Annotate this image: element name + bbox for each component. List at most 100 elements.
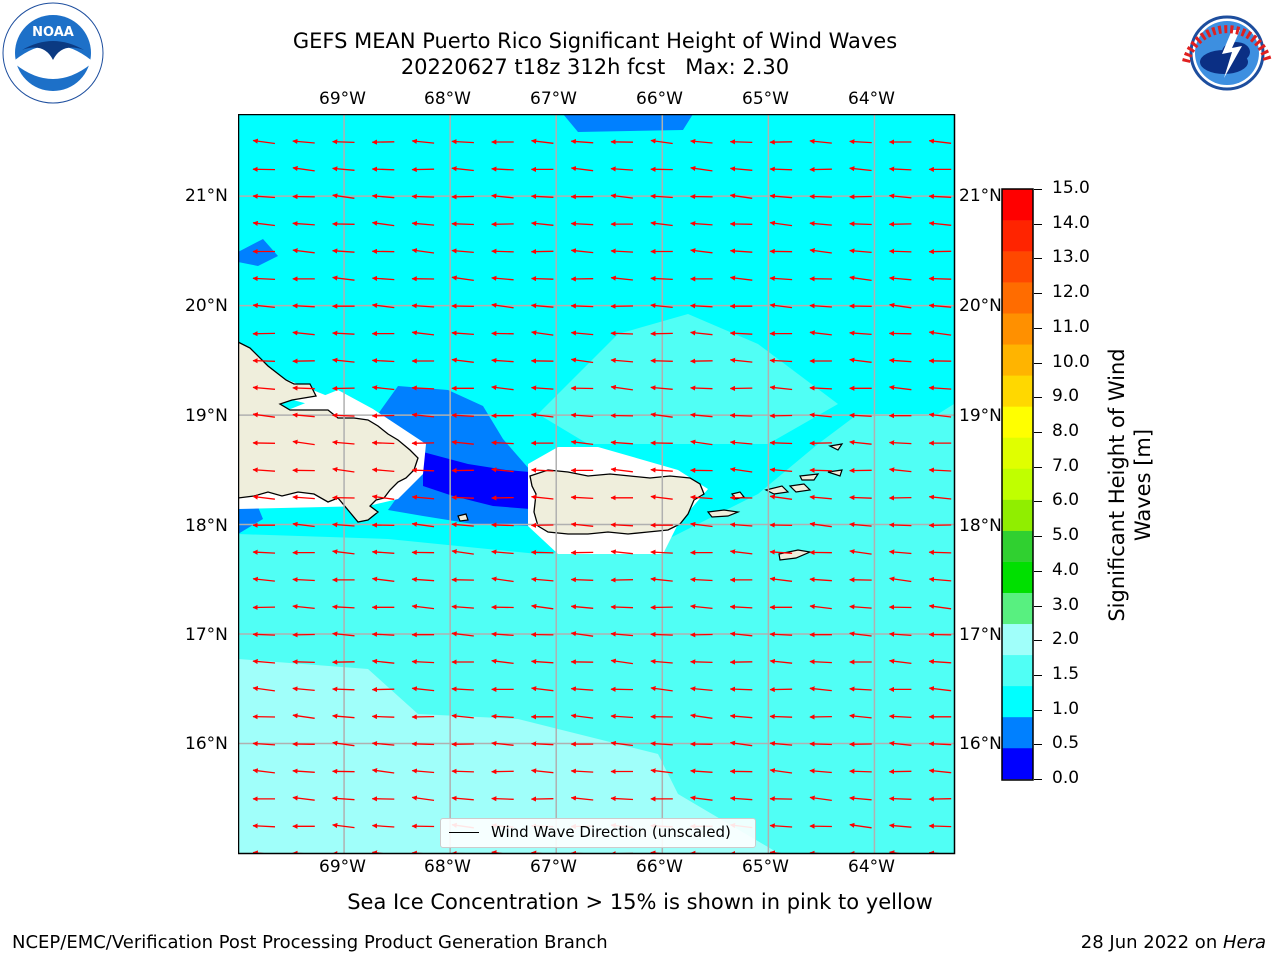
wind-wave-arrow — [729, 522, 753, 528]
wind-wave-arrow — [491, 850, 503, 853]
wind-wave-arrow — [650, 658, 673, 665]
wind-wave-arrow — [411, 467, 435, 473]
wind-wave-arrow — [530, 412, 554, 418]
wind-wave-arrow — [690, 138, 713, 145]
wind-wave-arrow — [849, 713, 872, 719]
wind-wave-arrow — [849, 822, 872, 829]
wind-wave-arrow — [332, 549, 355, 555]
wind-wave-arrow — [809, 686, 832, 692]
wind-wave-arrow — [570, 412, 594, 418]
wind-wave-arrow — [610, 357, 634, 363]
wind-wave-arrow — [690, 330, 713, 336]
lat-label-left-18n: 18°N — [185, 516, 228, 536]
footer-credit: NCEP/EMC/Verification Post Processing Pr… — [12, 932, 608, 953]
wind-wave-arrow — [769, 741, 793, 747]
wind-wave-arrow — [729, 439, 753, 446]
lon-label-bottom-68w: 68°W — [424, 857, 471, 877]
colorbar-segment — [1002, 468, 1033, 500]
colorbar-segment — [1002, 313, 1033, 345]
colorbar-segment — [1002, 344, 1033, 376]
wind-wave-arrow — [531, 603, 554, 610]
wind-wave-arrow — [332, 604, 355, 610]
land-st-john — [788, 483, 812, 493]
wind-wave-arrow — [530, 741, 554, 747]
wind-wave-arrow — [252, 768, 275, 774]
wind-wave-arrow — [690, 494, 713, 500]
wind-wave-arrow — [888, 166, 912, 172]
lat-label-right-21n: 21°N — [959, 186, 1002, 206]
land-hispaniola — [238, 341, 419, 523]
wind-wave-arrow — [769, 220, 793, 227]
wind-wave-arrow — [809, 659, 832, 665]
noaa-logo: NOAA — [2, 2, 104, 104]
wind-wave-arrow — [451, 166, 474, 172]
wind-wave-arrow — [332, 275, 355, 281]
wind-wave-arrow — [371, 166, 395, 172]
colorbar-tick-mark — [1034, 570, 1042, 572]
wind-wave-arrow — [888, 631, 912, 637]
wind-wave-arrow — [371, 467, 395, 473]
wind-wave-arrow — [530, 549, 554, 555]
wind-wave-arrow — [491, 275, 514, 281]
wind-wave-arrow — [530, 686, 554, 692]
wind-wave-arrow — [451, 139, 474, 145]
wind-wave-arrow — [292, 577, 315, 583]
land-tortola — [799, 473, 820, 481]
wind-wave-arrow — [769, 166, 793, 172]
colorbar-tick-mark — [1034, 501, 1042, 503]
wind-wave-arrow — [690, 604, 713, 610]
wind-wave-arrow — [888, 357, 912, 364]
wind-wave-arrow — [729, 740, 753, 747]
wind-wave-arrow — [610, 631, 634, 637]
wind-wave-arrow — [650, 631, 673, 638]
wind-wave-arrow — [411, 303, 435, 309]
wind-wave-arrow — [292, 248, 315, 254]
wind-wave-arrow — [292, 439, 315, 446]
wind-wave-arrow — [769, 494, 793, 500]
wind-wave-arrow — [809, 193, 832, 200]
colorbar-tick-label: 15.0 — [1052, 178, 1090, 198]
wind-wave-arrow — [769, 467, 793, 473]
wind-wave-arrow — [451, 357, 474, 363]
wind-wave-arrow — [729, 795, 753, 802]
wind-wave-arrow — [729, 466, 753, 473]
colorbar-segment — [1002, 685, 1033, 718]
wind-wave-arrow — [570, 138, 594, 145]
colorbar-segment — [1002, 406, 1033, 438]
wind-wave-arrow — [849, 221, 872, 227]
colorbar-tick-label: 1.0 — [1052, 698, 1080, 719]
wind-wave-arrow — [491, 357, 514, 364]
lat-label-left-17n: 17°N — [185, 625, 228, 645]
wind-wave-arrow — [729, 193, 753, 199]
wind-wave-arrow — [888, 275, 912, 281]
lon-label-bottom-66w: 66°W — [636, 857, 683, 877]
wind-wave-arrow — [292, 768, 315, 774]
wind-wave-arrow — [849, 275, 872, 282]
land-mona — [457, 513, 469, 522]
wind-wave-arrow — [371, 193, 395, 199]
wind-wave-arrow — [849, 522, 872, 528]
footer-date-text: 28 Jun 2022 on — [1080, 932, 1223, 953]
lat-label-left-21n: 21°N — [185, 186, 228, 206]
colorbar — [1001, 188, 1037, 782]
lat-label-right-17n: 17°N — [959, 625, 1002, 645]
wave-field-0-5-1-sw — [238, 502, 263, 534]
wind-wave-arrow — [411, 521, 435, 528]
wind-wave-arrow — [849, 166, 872, 172]
wind-wave-arrow — [491, 467, 514, 473]
wind-wave-arrow — [570, 165, 594, 172]
wind-wave-arrow — [610, 467, 633, 473]
wind-wave-arrow — [411, 686, 435, 692]
wind-wave-arrow — [332, 248, 355, 254]
wind-wave-arrow — [570, 303, 594, 309]
wind-wave-arrow — [769, 768, 793, 774]
wind-wave-arrow — [690, 221, 713, 227]
sea-ice-caption: Sea Ice Concentration > 15% is shown in … — [347, 890, 933, 914]
wind-wave-arrow — [889, 576, 912, 583]
wind-wave-arrow — [650, 741, 673, 747]
wind-wave-arrow — [411, 795, 435, 802]
land-puerto-rico — [529, 469, 705, 535]
lon-label-bottom-69w: 69°W — [319, 857, 366, 877]
wind-wave-arrow — [252, 303, 275, 309]
wind-wave-arrow — [411, 221, 435, 227]
